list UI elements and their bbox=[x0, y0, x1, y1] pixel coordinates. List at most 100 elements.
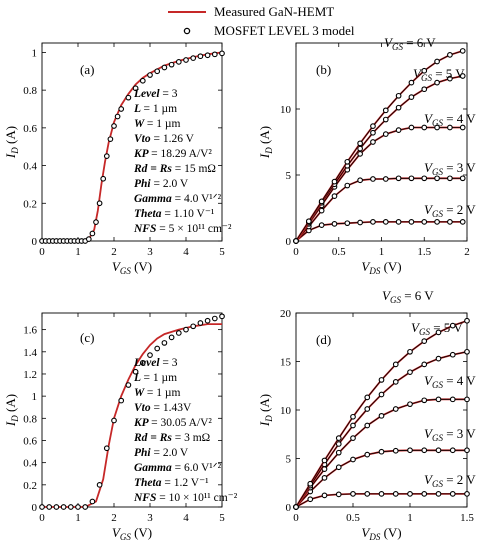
param-row: KP = 18.29 A/V² bbox=[133, 148, 212, 160]
model-point bbox=[307, 480, 314, 487]
model-point bbox=[370, 129, 376, 136]
model-point bbox=[447, 219, 453, 225]
model-point bbox=[449, 396, 456, 403]
model-point bbox=[357, 151, 363, 157]
curve-label: VGS = 4 V bbox=[424, 373, 476, 390]
param-row: Theta = 1.10 V⁻¹ bbox=[134, 208, 215, 220]
model-point bbox=[132, 85, 139, 92]
model-point bbox=[408, 94, 415, 100]
x-tick-label: 2 bbox=[464, 246, 470, 258]
param-row: Gamma = 6.0 V¹ᐟ² bbox=[134, 462, 222, 474]
model-point bbox=[378, 377, 385, 383]
model-point bbox=[434, 79, 440, 86]
legend-measured-label: Measured GaN-HEMT bbox=[214, 4, 334, 19]
model-point bbox=[449, 351, 456, 358]
y-tick-label: 0.6 bbox=[23, 123, 37, 135]
model-point bbox=[89, 498, 96, 505]
y-tick-label: 5 bbox=[286, 454, 292, 466]
model-point bbox=[96, 200, 103, 207]
model-point bbox=[378, 412, 385, 419]
model-point bbox=[85, 236, 92, 242]
y-axis-label: ID (A) bbox=[3, 394, 20, 427]
model-point bbox=[168, 334, 175, 341]
model-point bbox=[392, 491, 399, 497]
model-point bbox=[459, 219, 466, 225]
x-axis-label: VGS (V) bbox=[112, 259, 152, 276]
model-point bbox=[464, 396, 470, 403]
model-point bbox=[382, 116, 389, 123]
model-point bbox=[318, 207, 325, 214]
y-tick-label: 10 bbox=[280, 405, 292, 417]
y-tick-label: 20 bbox=[280, 308, 292, 320]
x-tick-label: 3 bbox=[147, 246, 153, 258]
x-tick-label: 4 bbox=[183, 512, 189, 524]
panel-label: (b) bbox=[316, 62, 331, 77]
panel-label: (a) bbox=[80, 62, 94, 77]
y-tick-label: 1 bbox=[32, 391, 38, 403]
param-row: Phi = 2.0 V bbox=[134, 447, 189, 459]
param-row: Level = 3 bbox=[133, 357, 178, 369]
model-point bbox=[421, 175, 428, 182]
axes-box bbox=[41, 312, 223, 508]
y-axis-label: ID (A) bbox=[257, 126, 274, 159]
model-point bbox=[125, 94, 132, 101]
model-point bbox=[197, 53, 204, 60]
model-point bbox=[364, 394, 371, 401]
param-row: Rd = Rs = 3 mΩ bbox=[133, 432, 210, 444]
model-point bbox=[357, 145, 363, 152]
model-point bbox=[434, 219, 440, 225]
x-tick-label: 1.5 bbox=[417, 246, 431, 258]
panel-c: 0 1 2 3 4 5 0 0.2 0.4 0.6 0.8 1 1.2 1.4 1.6 VGS (V) ID (… bbox=[3, 312, 238, 542]
curve-label: VGS = 4 V bbox=[424, 111, 476, 128]
model-point bbox=[434, 58, 440, 65]
model-point bbox=[435, 329, 442, 336]
model-point bbox=[435, 447, 442, 454]
model-point bbox=[434, 175, 440, 182]
model-point bbox=[204, 52, 211, 59]
model-point bbox=[190, 323, 197, 330]
model-point bbox=[219, 50, 225, 57]
x-tick-label: 2 bbox=[111, 246, 117, 258]
model-point bbox=[364, 422, 371, 429]
model-point bbox=[350, 491, 356, 497]
x-tick-label: 1 bbox=[407, 512, 413, 524]
model-point bbox=[93, 219, 99, 225]
model-point bbox=[96, 481, 103, 488]
legend-model-label: MOSFET LEVEL 3 model bbox=[214, 23, 355, 38]
model-point bbox=[382, 131, 389, 137]
model-point bbox=[459, 48, 466, 54]
y-tick-label: 5 bbox=[286, 170, 292, 182]
y-tick-label: 0 bbox=[32, 236, 38, 248]
model-point bbox=[392, 379, 399, 385]
model-point bbox=[449, 322, 456, 329]
model-point bbox=[161, 340, 168, 346]
model-point bbox=[321, 457, 328, 464]
model-point bbox=[147, 352, 153, 358]
model-point bbox=[408, 219, 415, 225]
model-point bbox=[357, 177, 363, 184]
model-point bbox=[421, 491, 428, 497]
model-point bbox=[408, 175, 415, 182]
model-point bbox=[350, 435, 356, 441]
x-tick-label: 2 bbox=[111, 512, 117, 524]
y-tick-label: 0.8 bbox=[23, 413, 37, 425]
y-tick-label: 0.4 bbox=[23, 161, 37, 173]
x-tick-label: 5 bbox=[219, 246, 225, 258]
model-point bbox=[464, 447, 470, 454]
model-point bbox=[464, 491, 470, 497]
param-row: NFS = 5 × 10¹¹ cm⁻² bbox=[133, 223, 232, 235]
model-point bbox=[211, 315, 218, 322]
curve-label: VGS = 2 V bbox=[424, 202, 476, 219]
panel-a: 0 1 2 3 4 5 0 0.2 0.4 0.6 0.8 1 VGS (V) ID (A) (a) Leve… bbox=[3, 42, 232, 276]
model-point bbox=[111, 123, 117, 129]
model-point bbox=[344, 158, 351, 165]
param-row: Level = 3 bbox=[133, 88, 178, 100]
model-point bbox=[147, 72, 153, 78]
model-point bbox=[449, 491, 456, 497]
panel-label: (d) bbox=[316, 332, 331, 347]
model-point bbox=[459, 175, 466, 182]
model-point bbox=[293, 504, 299, 510]
model-point bbox=[197, 320, 204, 326]
param-row: L = 1 µm bbox=[133, 103, 177, 115]
